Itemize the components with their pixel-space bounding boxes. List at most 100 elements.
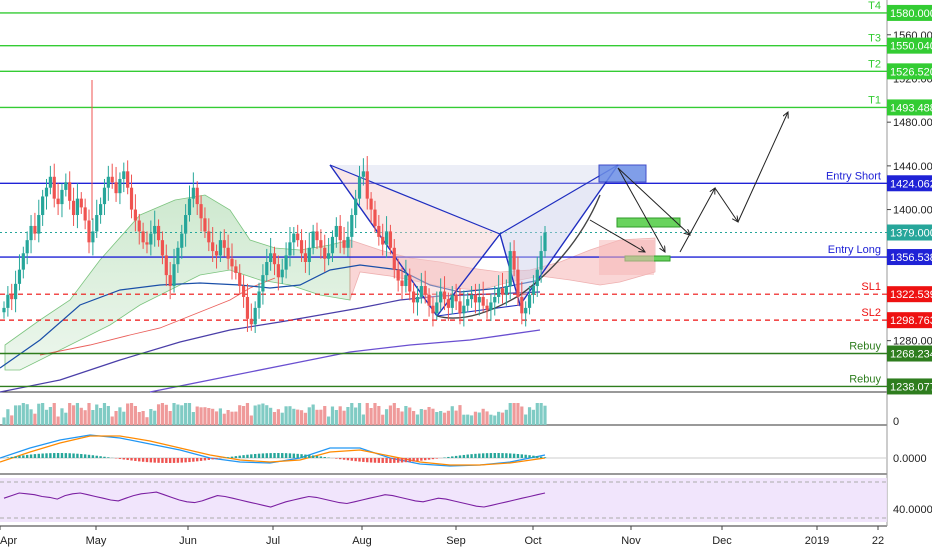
candle-body-23 [91,231,95,243]
volume-bar-43 [168,411,172,425]
candle-body-38 [149,233,153,245]
volume-bar-88 [342,410,346,425]
volume-bar-118 [458,405,462,425]
volume-bar-117 [454,410,458,425]
candle-body-0 [2,307,6,313]
candle-body-104 [404,275,408,287]
volume-bar-90 [350,403,354,425]
volume-bar-60 [234,411,238,425]
candle-body-32 [126,171,130,188]
candle-body-110 [427,294,431,306]
candle-body-10 [41,196,45,216]
volume-bar-33 [129,403,134,425]
candle-body-108 [419,286,423,297]
volume-bar-53 [207,408,211,425]
candle-body-43 [168,275,172,287]
volume-bar-7 [29,409,33,425]
volume-bar-36 [141,411,145,425]
level-value-10: 1238.077 [890,381,932,393]
macd-bar-123 [478,453,481,458]
macd-bar-133 [516,453,520,458]
indicator-tick-0: 0 [893,416,899,428]
macd-bar-99 [385,458,388,463]
volume-bar-109 [423,409,427,425]
candle-body-102 [396,269,400,281]
volume-bar-15 [60,408,64,425]
candle-body-36 [141,231,145,243]
volume-bar-107 [415,414,420,425]
macd-bar-37 [145,458,149,463]
candle-body-118 [458,301,462,314]
volume-bar-11 [44,409,49,425]
macd-bar-32 [126,458,129,461]
macd-bar-21 [83,454,87,458]
volume-bar-4 [17,405,22,425]
macd-bar-41 [161,458,164,463]
candle-body-121 [469,294,474,300]
macd-bar-92 [358,458,361,462]
volume-bar-39 [153,410,157,425]
level-badge-1 [887,37,932,54]
macd-bar-65 [253,453,257,458]
volume-bar-13 [52,403,56,425]
macd-bar-67 [261,453,265,458]
macd-bar-137 [532,455,535,458]
candle-body-58 [226,247,230,259]
volume-bar-57 [222,413,226,425]
macd-bar-40 [157,458,160,463]
macd-bar-90 [350,458,353,461]
candle-body-34 [133,209,137,221]
volume-bar-26 [102,403,107,425]
level-label-0: T4 [868,0,881,12]
x-tick-2: Jun [179,535,197,547]
candle-body-137 [531,286,536,295]
macd-bar-9 [37,453,40,458]
volume-bar-49 [191,412,195,425]
volume-bar-112 [435,412,439,425]
candle-body-67 [261,275,265,292]
level-label-6: Entry Long [828,244,881,256]
volume-bar-2 [10,415,14,425]
candle-body-27 [106,176,110,188]
macd-bar-44 [172,458,176,463]
level-value-3: 1493.488 [890,102,932,114]
volume-bar-110 [427,407,431,425]
volume-bar-73 [284,406,288,425]
candle-body-103 [400,280,404,287]
volume-bar-136 [527,407,532,425]
macd-bar-112 [435,458,438,459]
volume-bar-93 [361,414,365,425]
macd-bar-86 [335,458,338,459]
volume-bar-34 [133,406,137,425]
volume-bar-21 [83,410,87,425]
candle-body-28 [110,176,114,183]
candle-body-94 [365,171,369,199]
macd-bar-131 [509,453,512,458]
macd-bar-23 [91,455,95,458]
candle-body-45 [176,247,180,265]
level-badge-10 [887,378,932,395]
candlestick-series [2,80,547,334]
candle-body-24 [95,215,99,232]
macd-bar-39 [153,458,156,463]
volume-bar-83 [323,406,327,425]
candle-body-82 [319,240,323,248]
macd-bar-25 [99,456,102,458]
candle-body-88 [342,240,346,248]
macd-bar-8 [33,454,37,458]
volume-bar-38 [149,409,153,425]
level-value-5: 1379.000 [890,228,932,240]
volume-bar-108 [419,409,423,425]
candle-body-85 [330,236,335,254]
x-tick-6: Oct [524,535,541,547]
candle-body-116 [450,294,454,308]
macd-bar-11 [45,453,48,458]
level-label-9: Rebuy [849,341,881,353]
volume-bar-56 [218,408,222,425]
candle-body-40 [156,225,161,241]
level-label-4: Entry Short [826,170,881,182]
macd-bar-30 [118,458,122,459]
macd-bar-129 [501,453,504,458]
volume-bar-61 [238,405,242,425]
